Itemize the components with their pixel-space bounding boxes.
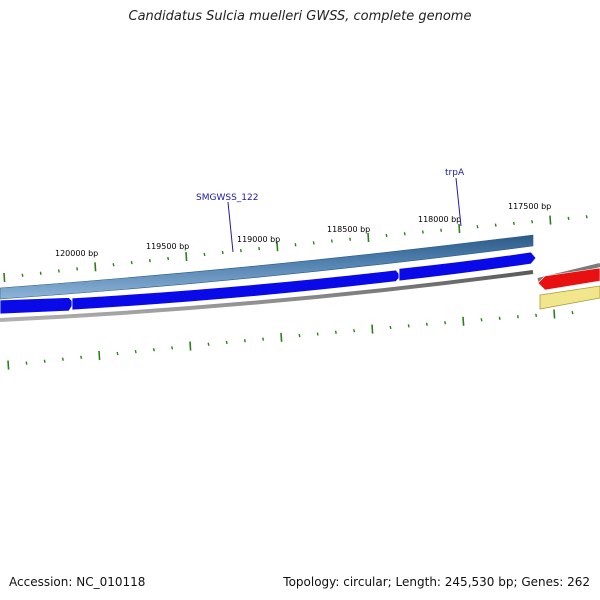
cds-arrow-1[interactable] xyxy=(0,297,75,315)
outer-tick-minor xyxy=(130,260,133,265)
tick-label-119500: 119500 bp xyxy=(146,242,189,251)
inner-tick-minor xyxy=(535,313,538,318)
outer-tick-minor xyxy=(585,215,588,219)
inner-tick-minor xyxy=(444,321,447,325)
outer-tick-minor xyxy=(76,267,79,271)
inner-tick-major xyxy=(189,341,192,351)
outer-tick-minor xyxy=(512,221,515,226)
outer-tick-minor xyxy=(167,256,170,261)
tick-label-118000: 118000 bp xyxy=(418,215,461,224)
outer-tick-minor xyxy=(21,273,24,277)
inner-tick-major xyxy=(462,316,465,326)
tick-label-117500: 117500 bp xyxy=(508,202,551,211)
inner-tick-minor xyxy=(480,318,483,322)
outer-tick-minor xyxy=(258,246,261,251)
inner-tick-minor xyxy=(25,361,28,365)
inner-tick-major xyxy=(98,350,101,360)
inner-tick-minor xyxy=(298,333,301,338)
inner-tick-row xyxy=(7,309,574,370)
tick-label-118500: 118500 bp xyxy=(327,225,370,234)
outer-tick-minor xyxy=(57,269,60,273)
outer-tick-major xyxy=(185,251,188,262)
outer-tick-minor xyxy=(112,263,115,267)
inner-tick-major xyxy=(553,309,556,319)
inner-tick-minor xyxy=(134,349,137,354)
inner-tick-minor xyxy=(43,359,46,363)
outer-tick-minor xyxy=(203,252,206,257)
feature-yellow[interactable] xyxy=(539,285,600,310)
outer-tick-minor xyxy=(39,271,42,275)
outer-tick-minor xyxy=(294,243,297,247)
outer-tick-minor xyxy=(476,225,479,229)
outer-tick-minor xyxy=(148,258,151,263)
outer-tick-major xyxy=(367,232,370,242)
outer-tick-minor xyxy=(494,223,497,227)
inner-tick-minor xyxy=(116,351,119,356)
inner-tick-minor xyxy=(316,332,319,336)
outer-tick-minor xyxy=(239,248,242,253)
gene-label-SMGWSS_122[interactable]: SMGWSS_122 xyxy=(196,193,258,203)
outer-tick-minor xyxy=(440,228,443,232)
leader-line-trpA xyxy=(455,177,462,227)
outer-tick-row xyxy=(3,215,588,283)
inner-tick-minor xyxy=(516,315,519,319)
inner-tick-major xyxy=(280,332,283,342)
inner-tick-minor xyxy=(407,324,410,328)
inner-tick-major xyxy=(371,324,374,334)
accession-label: Accession: NC_010118 xyxy=(9,575,146,589)
outer-tick-minor xyxy=(330,239,333,243)
inner-tick-minor xyxy=(152,348,155,352)
tick-label-119000: 119000 bp xyxy=(237,235,280,244)
genome-summary: Topology: circular; Length: 245,530 bp; … xyxy=(283,575,590,589)
backbone-line xyxy=(0,270,534,322)
outer-tick-minor xyxy=(421,230,424,234)
outer-tick-minor xyxy=(531,220,534,224)
inner-tick-minor xyxy=(207,342,210,346)
inner-tick-minor xyxy=(389,325,392,330)
outer-tick-major xyxy=(94,262,97,272)
outer-tick-major xyxy=(549,215,552,225)
inner-tick-minor xyxy=(353,329,356,333)
outer-tick-major xyxy=(3,272,6,283)
inner-tick-minor xyxy=(61,357,64,361)
outer-tick-minor xyxy=(349,237,352,241)
map-title: Candidatus Sulcia muelleri GWSS, complet… xyxy=(128,9,472,24)
inner-tick-minor xyxy=(225,340,228,345)
cds-arrow-trpA[interactable] xyxy=(398,251,537,282)
tick-label-120000: 120000 bp xyxy=(55,249,98,258)
outer-tick-major xyxy=(276,242,279,252)
tick-label-row: 120000 bp 119500 bp 119000 bp 118500 bp … xyxy=(55,202,551,258)
inner-tick-major xyxy=(7,360,10,370)
outer-tick-minor xyxy=(312,241,315,245)
gene-label-trpA[interactable]: trpA xyxy=(445,168,465,178)
inner-tick-minor xyxy=(498,316,501,320)
outer-tick-minor xyxy=(221,250,224,255)
inner-tick-minor xyxy=(571,310,574,315)
inner-tick-minor xyxy=(425,322,428,326)
inner-tick-minor xyxy=(171,346,174,350)
leader-line-SMGWSS_122 xyxy=(227,201,234,253)
outer-tick-major xyxy=(458,223,461,234)
inner-tick-minor xyxy=(243,339,246,343)
outer-tick-minor xyxy=(567,216,570,221)
gene-track-band xyxy=(0,234,534,300)
outer-tick-minor xyxy=(403,232,406,236)
outer-tick-minor xyxy=(385,233,388,238)
inner-tick-minor xyxy=(334,330,337,334)
cds-arrow-2[interactable] xyxy=(71,269,402,311)
feature-red[interactable] xyxy=(537,267,600,291)
inner-tick-minor xyxy=(80,355,83,359)
inner-tick-minor xyxy=(262,337,265,341)
